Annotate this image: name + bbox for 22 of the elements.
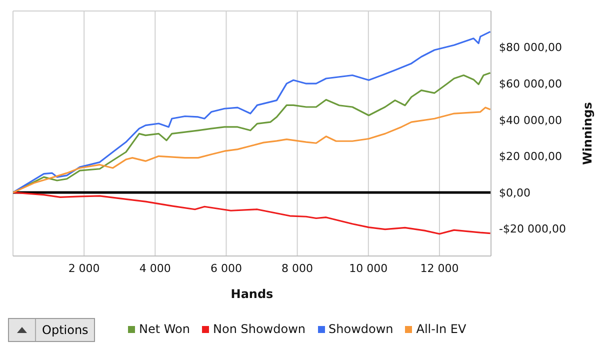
y-tick-label: $20 000,00 <box>499 150 562 164</box>
x-tick-label: 10 000 <box>349 262 388 275</box>
line-series <box>13 192 491 235</box>
line-series <box>13 106 491 194</box>
y-tick-label: -$20 000,00 <box>499 222 566 236</box>
legend-label: Non Showdown <box>212 322 306 336</box>
line-series <box>13 30 491 194</box>
x-tick-label: 8 000 <box>282 262 314 275</box>
x-axis-title: Hands <box>230 287 274 301</box>
y-tick-label: $40 000,00 <box>499 114 562 127</box>
legend-label: All-In EV <box>415 322 466 336</box>
y-tick-label: $80 000,00 <box>499 41 562 54</box>
x-tick-label: 2 000 <box>68 262 100 275</box>
options-button: Options <box>8 318 96 342</box>
y-tick-label: $0,00 <box>499 186 530 200</box>
x-tick-label: 4 000 <box>139 262 171 275</box>
legend-label: Net Won <box>138 322 190 336</box>
legend-label: Showdown <box>328 322 394 336</box>
x-tick-label: 6 000 <box>210 262 242 275</box>
x-tick-label: 12 000 <box>420 262 459 275</box>
y-axis-title: Winnings <box>580 102 594 165</box>
y-tick-label: $60 000,00 <box>499 78 562 90</box>
